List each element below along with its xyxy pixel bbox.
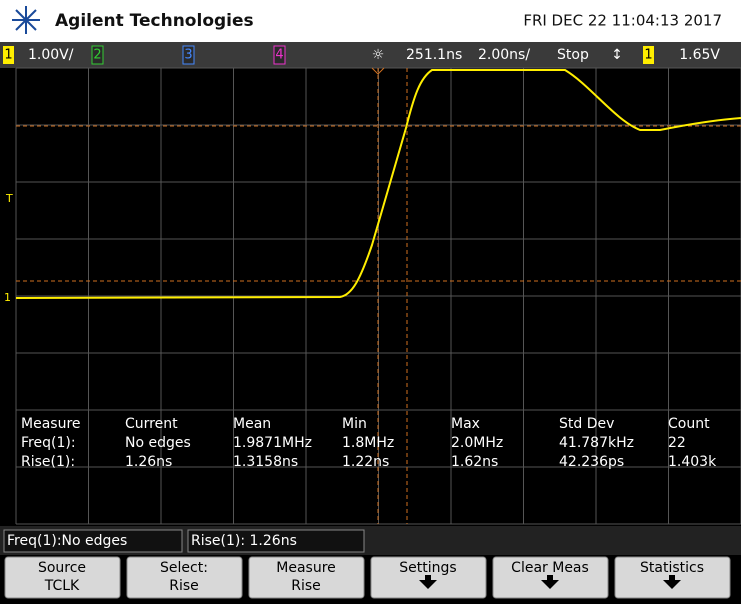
softkey-title: Settings xyxy=(399,560,456,576)
measure-header: Max xyxy=(451,416,480,432)
ch1-label: 1 xyxy=(4,48,12,63)
softkey-arrow xyxy=(541,575,559,589)
trigger-icon: ↕ xyxy=(611,47,623,63)
softkey[interactable]: Source TCLK xyxy=(4,556,121,599)
softkey-button xyxy=(4,556,121,599)
softkey[interactable]: Statistics xyxy=(614,556,731,599)
measure-cell: 1.403k xyxy=(668,454,717,470)
summary-item: Rise(1): 1.26ns xyxy=(191,533,297,549)
measure-cell: 22 xyxy=(668,435,686,451)
cursors xyxy=(16,68,741,524)
trigger-marker: T xyxy=(5,192,13,205)
ch1-ground-marker: 1 xyxy=(4,291,11,304)
trigger-source: 1 xyxy=(644,48,652,63)
ch2-label: 2 xyxy=(93,48,101,63)
softkey[interactable]: Clear Meas xyxy=(492,556,609,599)
ch1-badge xyxy=(3,46,14,64)
summary-box xyxy=(3,529,183,553)
measure-cell: Rise(1): xyxy=(21,454,75,470)
delay-icon: ☼ xyxy=(372,47,385,63)
measure-cell: 1.3158ns xyxy=(233,454,298,470)
ch3-badge xyxy=(182,45,195,65)
softkey-title: Statistics xyxy=(640,560,704,576)
measure-header: Mean xyxy=(233,416,271,432)
softkey-arrow xyxy=(663,575,681,589)
softkey-title: Clear Meas xyxy=(511,560,589,576)
time-delay: 251.1ns xyxy=(406,47,462,63)
softkey[interactable]: Measure Rise xyxy=(248,556,365,599)
softkey-value: TCLK xyxy=(44,578,80,594)
softkey-title: Select: xyxy=(160,560,208,576)
datetime: FRI DEC 22 11:04:13 2017 xyxy=(523,12,722,30)
measure-cell: Freq(1): xyxy=(21,435,76,451)
softkeys: Source TCLK Select: Rise Measure Rise Settings… xyxy=(4,556,731,599)
measure-cell: 1.9871MHz xyxy=(233,435,312,451)
softkey-value: Rise xyxy=(169,578,199,594)
ch1-scale: 1.00V/ xyxy=(28,47,74,63)
ch2-badge xyxy=(91,45,104,65)
brand: Agilent Technologies xyxy=(55,11,254,31)
measure-cell: 1.22ns xyxy=(342,454,389,470)
header-bar xyxy=(0,0,741,42)
softkey-button xyxy=(248,556,365,599)
summary-item: Freq(1):No edges xyxy=(7,533,127,549)
measure-cell: 1.8MHz xyxy=(342,435,394,451)
logo xyxy=(12,6,40,34)
ch3-label: 3 xyxy=(184,48,192,63)
measurement-table: Measure Current Mean Min Max Std Dev Count Freq… xyxy=(21,416,717,470)
measure-cell: 2.0MHz xyxy=(451,435,503,451)
measure-header: Min xyxy=(342,416,367,432)
softkey-arrow xyxy=(419,575,437,589)
measure-cell: 1.26ns xyxy=(125,454,172,470)
summary-box xyxy=(187,529,365,553)
trigger-badge xyxy=(643,46,654,64)
softkey[interactable]: Select: Rise xyxy=(126,556,243,599)
softkey-button xyxy=(126,556,243,599)
trigger-level: 1.65V xyxy=(679,47,720,63)
time-scale: 2.00ns/ xyxy=(478,47,530,63)
measure-header: Count xyxy=(668,416,710,432)
run-state: Stop xyxy=(557,47,589,63)
softkey-value: Rise xyxy=(291,578,321,594)
softkey-title: Source xyxy=(38,560,86,576)
ch4-label: 4 xyxy=(275,48,283,63)
delay-marker xyxy=(371,67,385,75)
measure-header: Std Dev xyxy=(559,416,614,432)
softkey[interactable]: Settings xyxy=(370,556,487,599)
measure-cell: 42.236ps xyxy=(559,454,624,470)
measure-header: Current xyxy=(125,416,178,432)
measure-cell: 1.62ns xyxy=(451,454,498,470)
measure-cell: No edges xyxy=(125,435,191,451)
measure-header: Measure xyxy=(21,416,81,432)
waveform-trace xyxy=(15,69,741,299)
status-bar xyxy=(0,42,741,68)
softkey-title: Measure xyxy=(276,560,336,576)
ch4-badge xyxy=(273,45,286,65)
measure-cell: 41.787kHz xyxy=(559,435,634,451)
